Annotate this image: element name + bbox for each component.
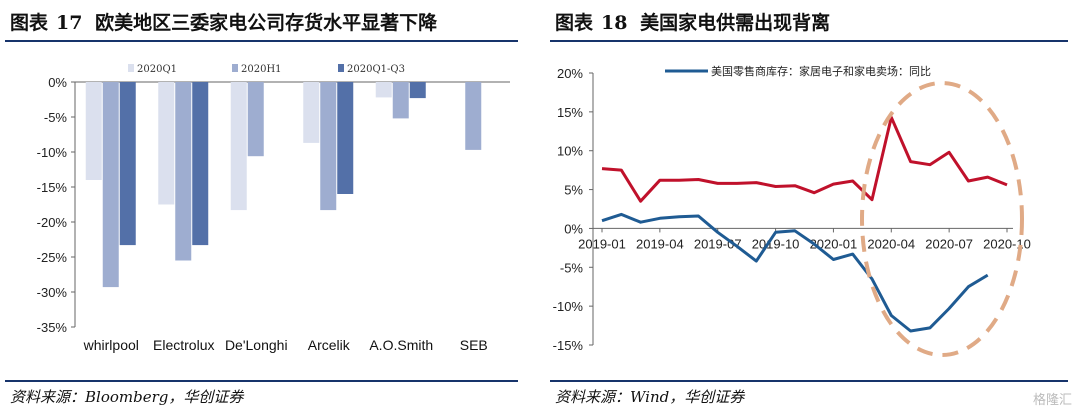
legend-swatch [338, 64, 344, 72]
left-top-rule [5, 40, 518, 42]
bar [303, 82, 320, 143]
bar [158, 82, 175, 205]
y-tick-label: 5% [564, 183, 583, 198]
right-source: 资料来源：Wind，华创证券 [555, 388, 745, 406]
y-tick-label: -10% [37, 145, 68, 160]
x-tick-label: 2020-07 [925, 236, 973, 251]
legend-label: 2020Q1-Q3 [347, 64, 405, 75]
x-tick-label: 2019-01 [578, 236, 626, 251]
right-figure-number: 18 [601, 12, 628, 34]
left-title-text: 欧美地区三委家电公司存货水平显著下降 [95, 12, 438, 34]
y-tick-label: -35% [37, 320, 68, 335]
bar [320, 82, 337, 211]
highlight-ellipse [860, 81, 1024, 357]
right-figure-title: 图表 18 美国家电供需出现背离 [555, 8, 830, 35]
y-tick-label: 0% [564, 221, 583, 236]
bar [102, 82, 119, 288]
legend-swatch [232, 64, 238, 72]
bar [392, 82, 409, 119]
legend-label: 2020Q1 [137, 64, 177, 75]
bar-chart: 0% -5% -10% -15% -20% -25% -30% -35% whirlpool El… [37, 64, 510, 353]
left-source: 资料来源：Bloomberg，华创证券 [10, 388, 244, 406]
bar [247, 82, 264, 157]
y-tick-label: -15% [37, 180, 68, 195]
right-panel: 图表 18 美国家电供需出现背离 20% 15% 10% 5% 0% -5% -10% -15%… [545, 0, 1080, 412]
bar [409, 82, 426, 99]
y-tick-label: -30% [37, 285, 68, 300]
y-tick-label: -5% [44, 110, 68, 125]
y-tick-label: 20% [557, 66, 583, 81]
y-tick-label: 0% [48, 75, 67, 90]
x-category-label: De'Longhi [225, 337, 288, 353]
left-figure-title: 图表 17 欧美地区三委家电公司存货水平显著下降 [10, 8, 437, 35]
x-category-label: A.O.Smith [369, 337, 433, 353]
line-chart: 20% 15% 10% 5% 0% -5% -10% -15% 2019-01 2019-04 20… [553, 64, 1031, 357]
x-tick-label: 2020-01 [810, 236, 858, 251]
right-bottom-rule [550, 380, 1068, 382]
x-tick-label: 2019-10 [752, 236, 800, 251]
series-line-red [601, 115, 1008, 203]
legend-label: 美国零售商库存：家居电子和家电卖场：同比 [711, 64, 931, 78]
bar [85, 82, 102, 180]
y-tick-label: -10% [553, 299, 584, 314]
y-tick-label: -25% [37, 250, 68, 265]
left-figure-label: 图表 [10, 12, 49, 34]
left-bottom-rule [5, 380, 518, 382]
x-tick-label: 2020-04 [867, 236, 915, 251]
x-category-label: Electrolux [153, 337, 214, 353]
legend-label: 2020H1 [241, 64, 282, 75]
right-title-text: 美国家电供需出现背离 [640, 12, 831, 34]
y-tick-label: 10% [557, 144, 583, 159]
y-tick-label: -20% [37, 215, 68, 230]
bar [465, 82, 482, 150]
bar [375, 82, 392, 98]
bar [175, 82, 192, 261]
left-panel: 图表 17 欧美地区三委家电公司存货水平显著下降 0% -5% -10% -15% -20… [0, 0, 530, 412]
x-category-label: whirlpool [83, 337, 139, 353]
legend-swatch [128, 64, 134, 72]
x-tick-label: 2019-04 [636, 236, 684, 251]
series-line-blue [601, 212, 989, 333]
bar [230, 82, 247, 211]
left-figure-number: 17 [56, 12, 83, 34]
right-top-rule [550, 40, 1068, 42]
watermark: 格隆汇 [1032, 393, 1072, 408]
bar [192, 82, 209, 246]
x-tick-label: 2020-10 [983, 236, 1031, 251]
x-category-label: Arcelik [308, 337, 351, 353]
right-figure-label: 图表 [555, 12, 594, 34]
y-tick-label: -15% [553, 338, 584, 353]
bar [119, 82, 136, 246]
y-tick-label: -5% [560, 260, 584, 275]
x-category-label: SEB [460, 337, 488, 353]
bar [337, 82, 354, 194]
y-tick-label: 15% [557, 105, 583, 120]
